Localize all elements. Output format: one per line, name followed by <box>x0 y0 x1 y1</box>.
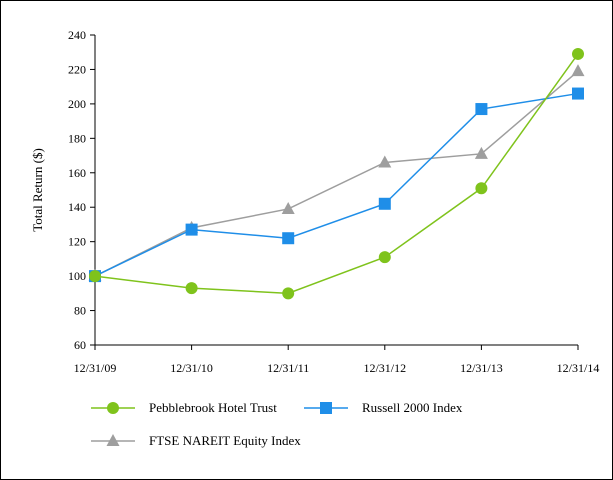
series-line <box>94 92 579 277</box>
x-tick-label: 12/31/12 <box>363 361 406 375</box>
data-point <box>475 103 488 116</box>
x-tick-label: 12/31/14 <box>557 361 600 375</box>
y-tick-label: 60 <box>74 338 86 352</box>
y-tick-label: 220 <box>68 62 86 76</box>
data-point <box>185 223 198 236</box>
y-axis-title: Total Return ($) <box>30 148 45 232</box>
legend-item: Russell 2000 Index <box>304 400 463 415</box>
y-ticks: 60 80 100 120 140 160 180 200 220 240 <box>68 28 95 352</box>
y-tick-label: 120 <box>68 235 86 249</box>
legend-label: Pebblebrook Hotel Trust <box>149 400 277 415</box>
y-axis: 60 80 100 120 140 160 180 200 220 240 <box>68 28 96 352</box>
data-point <box>378 251 391 264</box>
data-point <box>571 64 585 77</box>
legend: Pebblebrook Hotel Trust Russell 2000 Inde… <box>91 400 463 448</box>
x-tick-label: 12/31/11 <box>267 361 309 375</box>
series-2 <box>88 64 585 282</box>
series-line <box>94 53 579 295</box>
legend-item: FTSE NAREIT Equity Index <box>91 433 301 448</box>
data-point <box>474 146 488 159</box>
x-tick-label: 12/31/09 <box>74 361 117 375</box>
series-line <box>94 70 579 277</box>
data-point <box>572 47 584 60</box>
data-point <box>281 201 295 214</box>
legend-label: FTSE NAREIT Equity Index <box>149 433 301 448</box>
x-ticks: 12/31/09 12/31/10 12/31/11 12/31/12 12/31/13… <box>74 345 600 375</box>
data-point <box>475 182 488 195</box>
x-tick-label: 12/31/10 <box>170 361 213 375</box>
x-axis: 12/31/09 12/31/10 12/31/11 12/31/12 12/31/13… <box>74 344 600 375</box>
data-point <box>378 155 392 168</box>
y-tick-label: 240 <box>68 28 86 42</box>
data-point <box>282 287 295 300</box>
data-point <box>282 232 295 245</box>
legend-marker <box>106 434 120 446</box>
y-tick-label: 140 <box>68 200 86 214</box>
y-tick-label: 100 <box>68 269 86 283</box>
legend-label: Russell 2000 Index <box>362 400 463 415</box>
legend-marker <box>107 402 119 414</box>
data-point <box>185 282 198 295</box>
y-tick-label: 180 <box>68 131 86 145</box>
x-tick-label: 12/31/13 <box>460 361 503 375</box>
y-tick-label: 160 <box>68 166 86 180</box>
series-layer <box>88 47 585 300</box>
legend-item: Pebblebrook Hotel Trust <box>91 400 277 415</box>
y-tick-label: 80 <box>74 304 86 318</box>
y-tick-label: 200 <box>68 97 86 111</box>
data-point <box>572 87 584 100</box>
series-0 <box>89 47 584 300</box>
data-point <box>378 197 391 210</box>
data-point <box>89 270 101 283</box>
legend-marker <box>320 402 332 414</box>
series-1 <box>89 87 584 283</box>
